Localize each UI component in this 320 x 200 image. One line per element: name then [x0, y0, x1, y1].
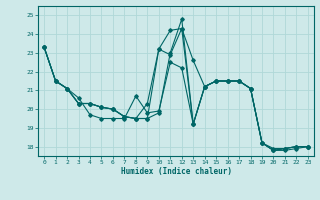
X-axis label: Humidex (Indice chaleur): Humidex (Indice chaleur): [121, 167, 231, 176]
